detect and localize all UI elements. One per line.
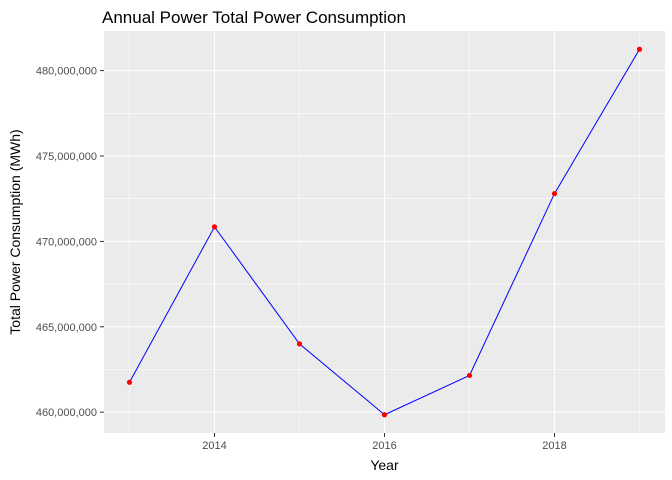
data-point-2016 [381,412,388,418]
data-point-2019 [636,46,643,52]
data-points-group [126,46,643,418]
y-tick-label-0: 460,000,000 [36,407,97,419]
y-tick-label-4: 480,000,000 [36,66,97,78]
major-grid-group [104,31,665,433]
y-tick-label-2: 470,000,000 [36,236,97,248]
x-axis: 2014 2016 2018 [202,433,567,452]
data-point-2015 [296,341,303,347]
data-point-2014 [211,224,218,230]
y-axis: 460,000,000 465,000,000 470,000,000 475,000… [36,66,104,419]
x-tick-label-2016: 2016 [372,440,396,452]
chart-title: Annual Power Total Power Consumption [102,8,406,27]
data-point-2018 [551,190,558,197]
y-axis-title: Total Power Consumption (MWh) [7,129,23,334]
y-tick-label-1: 465,000,000 [36,322,97,334]
data-point-2013 [126,379,133,385]
x-tick-label-2018: 2018 [542,440,566,452]
x-axis-title: Year [370,457,399,473]
x-tick-label-2014: 2014 [202,440,226,452]
data-point-2017 [466,372,473,379]
y-tick-label-3: 475,000,000 [36,151,97,163]
